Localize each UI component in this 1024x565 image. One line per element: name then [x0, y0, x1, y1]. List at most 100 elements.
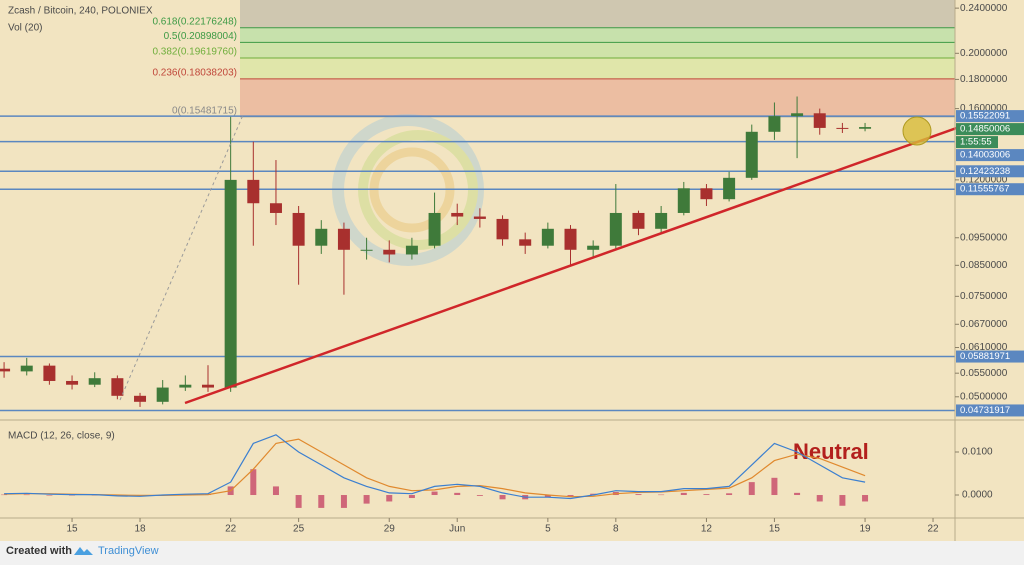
macd-histogram-bar	[408, 495, 415, 499]
candle-body	[519, 239, 532, 246]
candle-body	[700, 188, 713, 200]
price-tag-label: 0.15522091	[960, 111, 1010, 122]
macd-histogram-bar	[590, 493, 597, 496]
candle-body	[111, 378, 124, 396]
candle-body	[43, 365, 56, 381]
x-tick-label: 29	[384, 524, 396, 535]
fib-anchor-line	[119, 114, 244, 401]
fib-label: 0.618(0.22176248)	[152, 16, 237, 27]
price-tag-label: 0.14003006	[960, 150, 1010, 161]
fib-band	[240, 0, 955, 28]
x-tick-label: 15	[769, 524, 781, 535]
candle-body	[745, 131, 758, 178]
macd-histogram-bar	[1, 494, 8, 496]
chart-title: Zcash / Bitcoin, 240, POLONIEX	[8, 6, 153, 17]
fib-label: 0.382(0.19619760)	[152, 47, 237, 58]
y-tick-label: 0.0500000	[960, 391, 1008, 402]
volume-label: Vol (20)	[8, 23, 42, 34]
watermark-ring	[332, 114, 484, 266]
macd-histogram-bar	[658, 494, 665, 496]
candle-body	[179, 384, 192, 388]
macd-histogram-bar	[703, 494, 710, 496]
macd-histogram-bar	[794, 492, 801, 496]
candle-body	[677, 188, 690, 213]
macd-histogram-bar	[431, 491, 438, 496]
candle-body	[201, 384, 214, 388]
x-tick-label: 25	[293, 524, 305, 535]
price-tag-label: 0.12423238	[960, 166, 1010, 177]
price-tag	[956, 165, 1024, 178]
fib-label: 0.5(0.20898004)	[164, 31, 237, 42]
candle-body	[405, 245, 418, 255]
macd-histogram-bar	[454, 492, 461, 496]
y-tick-label: 0.0750000	[960, 291, 1008, 302]
macd-histogram-bar	[476, 495, 483, 496]
macd-histogram-bar	[567, 495, 574, 497]
candle-body	[723, 177, 736, 200]
macd-histogram-bar	[23, 494, 30, 496]
x-tick-label: 12	[701, 524, 713, 535]
fib-band	[240, 78, 955, 117]
candle-body	[768, 116, 781, 132]
price-tag	[956, 110, 1024, 123]
annotation: Neutral	[793, 439, 869, 464]
macd-histogram-bar	[272, 486, 279, 496]
price-tag-label: 0.14850006	[960, 124, 1010, 135]
countdown: 1:55:55	[960, 137, 992, 148]
candle-body	[496, 218, 509, 240]
macd-histogram-bar	[726, 493, 733, 496]
macd-histogram-bar	[69, 495, 76, 496]
candle-body	[88, 378, 101, 385]
countdown-tag	[956, 136, 998, 149]
candle-body	[428, 212, 441, 246]
x-tick-label: Jun	[449, 524, 465, 535]
macd-histogram-bar	[295, 495, 302, 508]
y-tick-label: 0.1600000	[960, 103, 1008, 114]
macd-y-tick-label: 0.0000	[962, 490, 993, 501]
watermark	[332, 114, 484, 266]
brand-name[interactable]: TradingView	[98, 545, 159, 557]
candle-body	[247, 179, 260, 204]
candle-body	[337, 228, 350, 250]
macd-histogram-bar	[680, 492, 687, 496]
y-tick-label: 0.1200000	[960, 175, 1008, 186]
highlight-circle	[902, 116, 932, 146]
macd-histogram-bar	[771, 477, 778, 496]
fib-group: 0(0.15481715) 0.236(0.18038203) 0.382(0.19…	[152, 0, 955, 118]
candle-body	[813, 113, 826, 128]
macd-histogram-bar	[839, 495, 846, 506]
candle-body	[269, 203, 282, 213]
macd-title: MACD (12, 26, close, 9)	[8, 431, 115, 442]
macd-line	[4, 434, 866, 500]
footer-text: Created with	[6, 545, 72, 557]
price-tag	[956, 404, 1024, 417]
fib-label: 0(0.15481715)	[172, 105, 237, 116]
macd-histogram-bar	[816, 495, 823, 502]
watermark-ring	[358, 130, 478, 250]
price-tag	[956, 350, 1024, 363]
price-tag	[956, 123, 1024, 136]
y-tick-label: 0.0610000	[960, 342, 1008, 353]
x-tick-label: 22	[225, 524, 237, 535]
macd-histogram-bar	[635, 494, 642, 496]
candle-body	[632, 212, 645, 229]
macd-histogram-bar	[544, 495, 551, 498]
x-tick-label: 5	[545, 524, 551, 535]
fib-band	[240, 58, 955, 79]
macd-histogram-bar	[46, 495, 53, 496]
trend-line	[184, 123, 966, 405]
x-tick-label: 18	[134, 524, 146, 535]
candle-body	[791, 113, 804, 117]
macd-histogram-bar	[250, 469, 257, 496]
candle-body	[360, 249, 373, 251]
price-tag-label: 0.04731917	[960, 405, 1010, 416]
x-tick-label: 15	[66, 524, 78, 535]
x-tick-label: 8	[613, 524, 619, 535]
macd-histogram-bar	[748, 482, 755, 496]
macd-histogram-bar	[499, 495, 506, 500]
y-tick-label: 0.0670000	[960, 319, 1008, 330]
candle-body	[315, 228, 328, 246]
price-tag-label: 0.11555767	[960, 184, 1010, 195]
